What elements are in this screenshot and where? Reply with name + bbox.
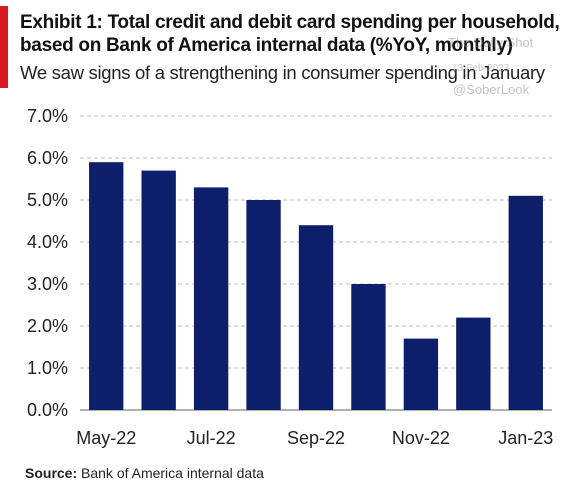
source-label: Source: (25, 465, 78, 481)
source-note: Source: Bank of America internal data (25, 465, 264, 481)
x-tick-label: May-22 (76, 428, 136, 448)
y-tick-label: 1.0% (27, 358, 68, 378)
chart-title-line-1: Exhibit 1: Total credit and debit card s… (20, 12, 560, 33)
chart-subtitle: We saw signs of a strengthening in consu… (20, 62, 545, 83)
source-text: Bank of America internal data (81, 465, 264, 481)
watermark-date: 13-Feb-2023 (452, 63, 510, 74)
bar-aug-22 (246, 200, 281, 410)
chart-title: Exhibit 1: Total credit and debit card s… (20, 11, 560, 57)
y-tick-label: 2.0% (27, 316, 68, 336)
x-tick-label: Sep-22 (287, 428, 345, 448)
y-tick-label: 6.0% (27, 148, 68, 168)
title-accent-bar (0, 6, 8, 88)
x-tick-label: Jul-22 (187, 428, 236, 448)
y-tick-label: 4.0% (27, 232, 68, 252)
bar-jun-22 (141, 170, 176, 410)
bar-sep-22 (298, 225, 334, 410)
bar-jul-22 (193, 187, 229, 410)
watermark-brand: The Daily Shot (448, 35, 534, 50)
bar-nov-22 (403, 338, 439, 410)
x-tick-label: Jan-23 (498, 428, 553, 448)
bar-jan-23 (508, 195, 543, 410)
x-tick-label: Nov-22 (392, 428, 450, 448)
watermark-handle: @SoberLook (453, 82, 530, 97)
y-tick-label: 3.0% (27, 274, 68, 294)
chart-title-line-2: based on Bank of America internal data (… (20, 35, 513, 56)
bar-may-22 (89, 162, 124, 410)
y-tick-label: 0.0% (27, 400, 68, 420)
bar-oct-22 (351, 284, 386, 410)
y-tick-label: 7.0% (27, 106, 68, 126)
bar-dec-22 (456, 317, 491, 410)
y-tick-label: 5.0% (27, 190, 68, 210)
